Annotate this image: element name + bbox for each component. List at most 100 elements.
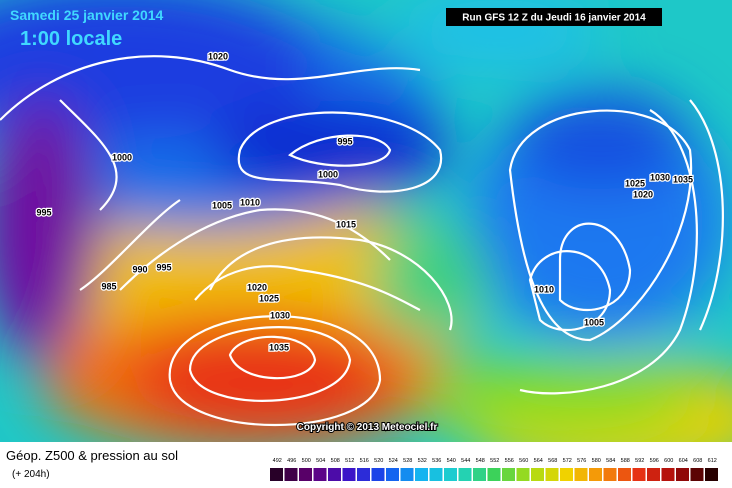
isobar-label: 995 bbox=[36, 207, 51, 217]
isobar-label: 985 bbox=[101, 281, 116, 291]
scale-label: 612 bbox=[708, 458, 717, 464]
scale-swatch bbox=[676, 468, 689, 481]
scale-swatch bbox=[661, 468, 675, 481]
scale-label: 604 bbox=[679, 458, 688, 464]
isobar bbox=[119, 208, 391, 291]
isobar-label: 990 bbox=[132, 264, 147, 274]
isobar-label: 995 bbox=[156, 262, 171, 272]
scale-swatch bbox=[313, 468, 327, 481]
isobar bbox=[237, 111, 443, 193]
scale-label: 588 bbox=[621, 458, 630, 464]
isobar bbox=[228, 335, 317, 380]
scale-label: 576 bbox=[577, 458, 586, 464]
scale-label: 512 bbox=[345, 458, 354, 464]
scale-label: 508 bbox=[331, 458, 340, 464]
scale-swatch bbox=[299, 468, 312, 481]
isobar-label: 1025 bbox=[625, 178, 645, 188]
map-time: 1:00 locale bbox=[20, 28, 122, 50]
scale-label: 504 bbox=[316, 458, 325, 464]
scale-label: 596 bbox=[650, 458, 659, 464]
isobar bbox=[79, 199, 181, 291]
isobar bbox=[194, 265, 421, 311]
scale-swatch bbox=[328, 468, 341, 481]
isobar-label: 1005 bbox=[584, 317, 604, 327]
isobar bbox=[519, 109, 698, 395]
isobar bbox=[528, 250, 612, 332]
color-scale: 492 496 500 504 508 512 516 520 524 528 532 536 540 5… bbox=[270, 458, 718, 481]
scale-swatch bbox=[458, 468, 472, 481]
isobar-label: 1015 bbox=[336, 219, 356, 229]
scale-label: 560 bbox=[519, 458, 528, 464]
scale-swatch bbox=[603, 468, 617, 481]
isobar-label: 1020 bbox=[247, 282, 267, 292]
scale-label: 500 bbox=[302, 458, 311, 464]
scale-label: 592 bbox=[635, 458, 644, 464]
scale-label: 540 bbox=[447, 458, 456, 464]
isobar bbox=[209, 236, 453, 331]
scale-label: 556 bbox=[505, 458, 514, 464]
scale-label: 548 bbox=[476, 458, 485, 464]
scale-label: 564 bbox=[534, 458, 543, 464]
scale-label: 528 bbox=[403, 458, 412, 464]
scale-swatch bbox=[342, 468, 356, 481]
scale-swatch bbox=[502, 468, 515, 481]
scale-label: 520 bbox=[374, 458, 383, 464]
isobar-label: 995 bbox=[337, 136, 352, 146]
scale-label: 600 bbox=[664, 458, 673, 464]
isobar bbox=[288, 134, 392, 167]
scale-label: 496 bbox=[287, 458, 296, 464]
isobar-label: 1020 bbox=[633, 189, 653, 199]
scale-label: 552 bbox=[490, 458, 499, 464]
isobar-label: 1030 bbox=[650, 172, 670, 182]
scale-swatch bbox=[371, 468, 385, 481]
isobar bbox=[168, 315, 382, 427]
scale-swatch bbox=[560, 468, 573, 481]
isobar bbox=[188, 326, 352, 402]
scale-swatch bbox=[444, 468, 457, 481]
scale-swatch bbox=[487, 468, 501, 481]
scale-swatch bbox=[516, 468, 530, 481]
legend-lead: (+ 204h) bbox=[12, 469, 50, 480]
run-info: Run GFS 12 Z du Jeudi 16 janvier 2014 bbox=[462, 13, 646, 24]
isobar-label: 1000 bbox=[112, 152, 132, 162]
scale-label: 516 bbox=[360, 458, 369, 464]
scale-swatch bbox=[690, 468, 704, 481]
isobar-label: 1010 bbox=[240, 197, 260, 207]
isobar-labels: 1020 1000 995 1000 995 1005 1010 1015 990 995 985 1… bbox=[35, 50, 694, 354]
isobar-label: 1035 bbox=[673, 174, 693, 184]
isobar-label: 1035 bbox=[269, 342, 289, 352]
isobar bbox=[689, 99, 724, 331]
scale-label: 544 bbox=[461, 458, 470, 464]
isobar bbox=[508, 109, 693, 342]
scale-label: 536 bbox=[432, 458, 441, 464]
run-box bbox=[446, 8, 662, 26]
scale-swatch bbox=[415, 468, 428, 481]
scale-label: 568 bbox=[548, 458, 557, 464]
scale-swatch bbox=[589, 468, 602, 481]
scale-label: 572 bbox=[563, 458, 572, 464]
isobar bbox=[59, 99, 118, 211]
isobar bbox=[558, 222, 632, 312]
scale-label: 584 bbox=[606, 458, 615, 464]
legend-title: Géop. Z500 & pression au sol bbox=[6, 448, 178, 463]
isobar-label: 1010 bbox=[534, 284, 554, 294]
isobar-label: 1000 bbox=[318, 169, 338, 179]
isobar-label: 1030 bbox=[270, 310, 290, 320]
scale-swatch bbox=[632, 468, 646, 481]
scale-label: 524 bbox=[389, 458, 398, 464]
map-date: Samedi 25 janvier 2014 bbox=[10, 7, 164, 23]
scale-swatch bbox=[705, 468, 718, 481]
scale-swatch bbox=[618, 468, 631, 481]
scale-swatch bbox=[473, 468, 486, 481]
scale-label: 608 bbox=[693, 458, 702, 464]
isobar-label: 1025 bbox=[259, 293, 279, 303]
scale-swatch bbox=[647, 468, 660, 481]
scale-swatch bbox=[284, 468, 298, 481]
scale-label: 580 bbox=[592, 458, 601, 464]
copyright: Copyright © 2013 Meteociel.fr bbox=[297, 422, 438, 433]
scale-label: 532 bbox=[418, 458, 427, 464]
scale-swatch bbox=[357, 468, 370, 481]
scale-swatch bbox=[270, 468, 283, 481]
scale-swatch bbox=[545, 468, 559, 481]
